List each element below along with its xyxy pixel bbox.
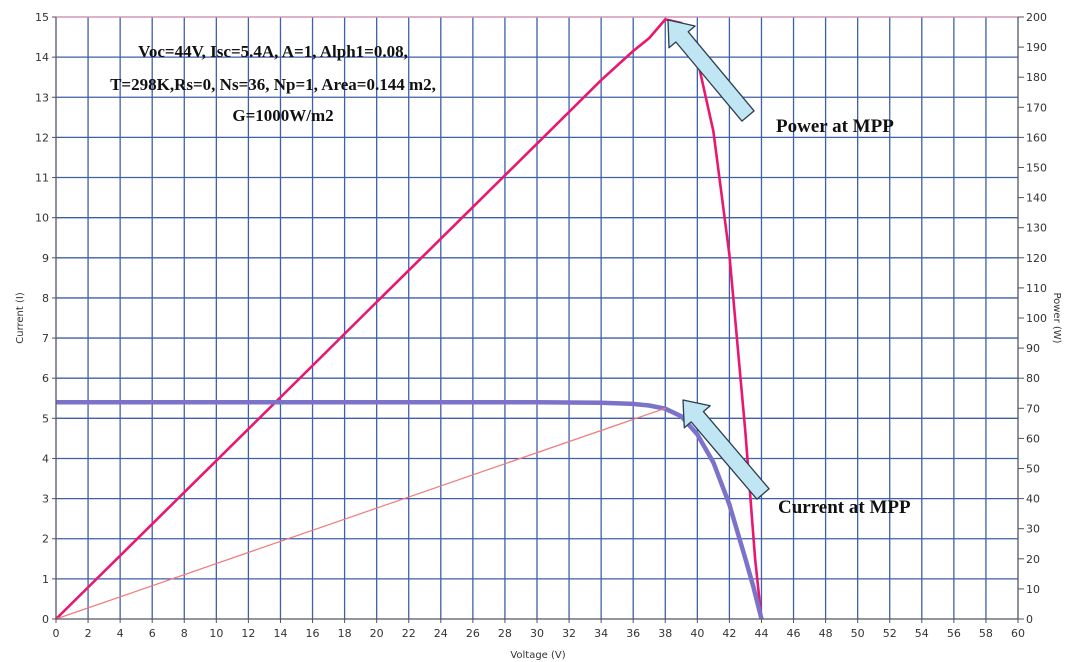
x-axis-title: Voltage (V): [510, 650, 565, 661]
x-tick-label: 52: [883, 627, 897, 640]
x-tick-label: 0: [53, 627, 60, 640]
x-tick-label: 20: [370, 627, 384, 640]
y2-tick-label: 170: [1026, 101, 1047, 114]
x-tick-label: 50: [851, 627, 865, 640]
x-tick-label: 58: [979, 627, 993, 640]
x-tick-label: 24: [434, 627, 448, 640]
annotations: Voc=44V, Isc=5.4A, A=1, Alph1=0.08, T=29…: [110, 19, 911, 518]
params-line-2: T=298K,Rs=0, Ns=36, Np=1, Area=0.144 m2,: [110, 75, 436, 94]
y-tick-label: 11: [35, 172, 49, 185]
x-tick-label: 56: [947, 627, 961, 640]
y-tick-label: 3: [42, 493, 49, 506]
x-tick-label: 10: [209, 627, 223, 640]
y-tick-label: 13: [35, 91, 49, 104]
power-mpp-arrow: [667, 19, 755, 122]
y2-tick-label: 150: [1026, 162, 1047, 175]
grid: [55, 16, 1019, 620]
x-tick-label: 6: [149, 627, 156, 640]
x-tick-label: 48: [819, 627, 833, 640]
x-tick-label: 30: [530, 627, 544, 640]
x-tick-label: 42: [722, 627, 736, 640]
y-tick-label: 5: [42, 412, 49, 425]
y2-tick-label: 130: [1026, 222, 1047, 235]
x-tick-label: 14: [273, 627, 287, 640]
y-tick-label: 9: [42, 252, 49, 265]
x-tick-label: 40: [690, 627, 704, 640]
y-tick-label: 8: [42, 292, 49, 305]
y2-tick-label: 60: [1026, 432, 1040, 445]
y-axis-title: Current (I): [15, 292, 26, 344]
series-layer: [55, 18, 764, 620]
y2-tick-label: 190: [1026, 41, 1047, 54]
x-tick-label: 34: [594, 627, 608, 640]
y2-tick-label: 50: [1026, 463, 1040, 476]
y2-tick-label: 160: [1026, 131, 1047, 144]
x-tick-label: 44: [754, 627, 768, 640]
params-line-1: Voc=44V, Isc=5.4A, A=1, Alph1=0.08,: [138, 42, 408, 61]
y-tick-label: 14: [35, 51, 49, 64]
y2-tick-label: 20: [1026, 553, 1040, 566]
y2-tick-label: 10: [1026, 583, 1040, 596]
y-tick-label: 2: [42, 533, 49, 546]
x-tick-label: 2: [85, 627, 92, 640]
x-tick-label: 28: [498, 627, 512, 640]
y-tick-label: 15: [35, 11, 49, 24]
y-tick-label: 12: [35, 131, 49, 144]
x-tick-label: 38: [658, 627, 672, 640]
y-tick-label: 1: [42, 573, 49, 586]
power-mpp-label: Power at MPP: [776, 116, 894, 137]
y-tick-label: 10: [35, 212, 49, 225]
y2-tick-label: 120: [1026, 252, 1047, 265]
x-tick-label: 36: [626, 627, 640, 640]
series-line-2: [55, 407, 666, 620]
current-mpp-label: Current at MPP: [778, 497, 911, 518]
x-tick-label: 8: [181, 627, 188, 640]
y2-tick-label: 180: [1026, 71, 1047, 84]
y2-axis-title: Power (W): [1051, 292, 1062, 343]
current-mpp-arrow: [682, 399, 770, 500]
y2-tick-label: 0: [1026, 613, 1033, 626]
y2-tick-label: 30: [1026, 523, 1040, 536]
x-tick-label: 60: [1011, 627, 1025, 640]
y-tick-label: 4: [42, 452, 49, 465]
params-line-3: G=1000W/m2: [232, 106, 333, 125]
x-tick-label: 18: [338, 627, 352, 640]
y-tick-label: 6: [42, 372, 49, 385]
y2-tick-label: 80: [1026, 372, 1040, 385]
x-tick-label: 16: [306, 627, 320, 640]
x-tick-label: 12: [241, 627, 255, 640]
x-tick-label: 26: [466, 627, 480, 640]
y2-tick-label: 90: [1026, 342, 1040, 355]
y2-tick-label: 70: [1026, 402, 1040, 415]
x-tick-label: 46: [787, 627, 801, 640]
x-tick-label: 22: [402, 627, 416, 640]
x-tick-label: 54: [915, 627, 929, 640]
y2-tick-label: 140: [1026, 192, 1047, 205]
y-tick-label: 0: [42, 613, 49, 626]
y2-tick-label: 200: [1026, 11, 1047, 24]
series-line-0: [55, 18, 763, 620]
y-tick-label: 7: [42, 332, 49, 345]
y2-tick-label: 40: [1026, 493, 1040, 506]
y2-tick-label: 100: [1026, 312, 1047, 325]
y2-tick-label: 110: [1026, 282, 1047, 295]
x-tick-label: 32: [562, 627, 576, 640]
series-line-1: [56, 400, 764, 620]
x-tick-label: 4: [117, 627, 124, 640]
axes: 0 2 4 6 8 10 12 14 16 18 20 22 24 26 28 30 32 34 36 38 40 42 4…: [35, 11, 1047, 640]
